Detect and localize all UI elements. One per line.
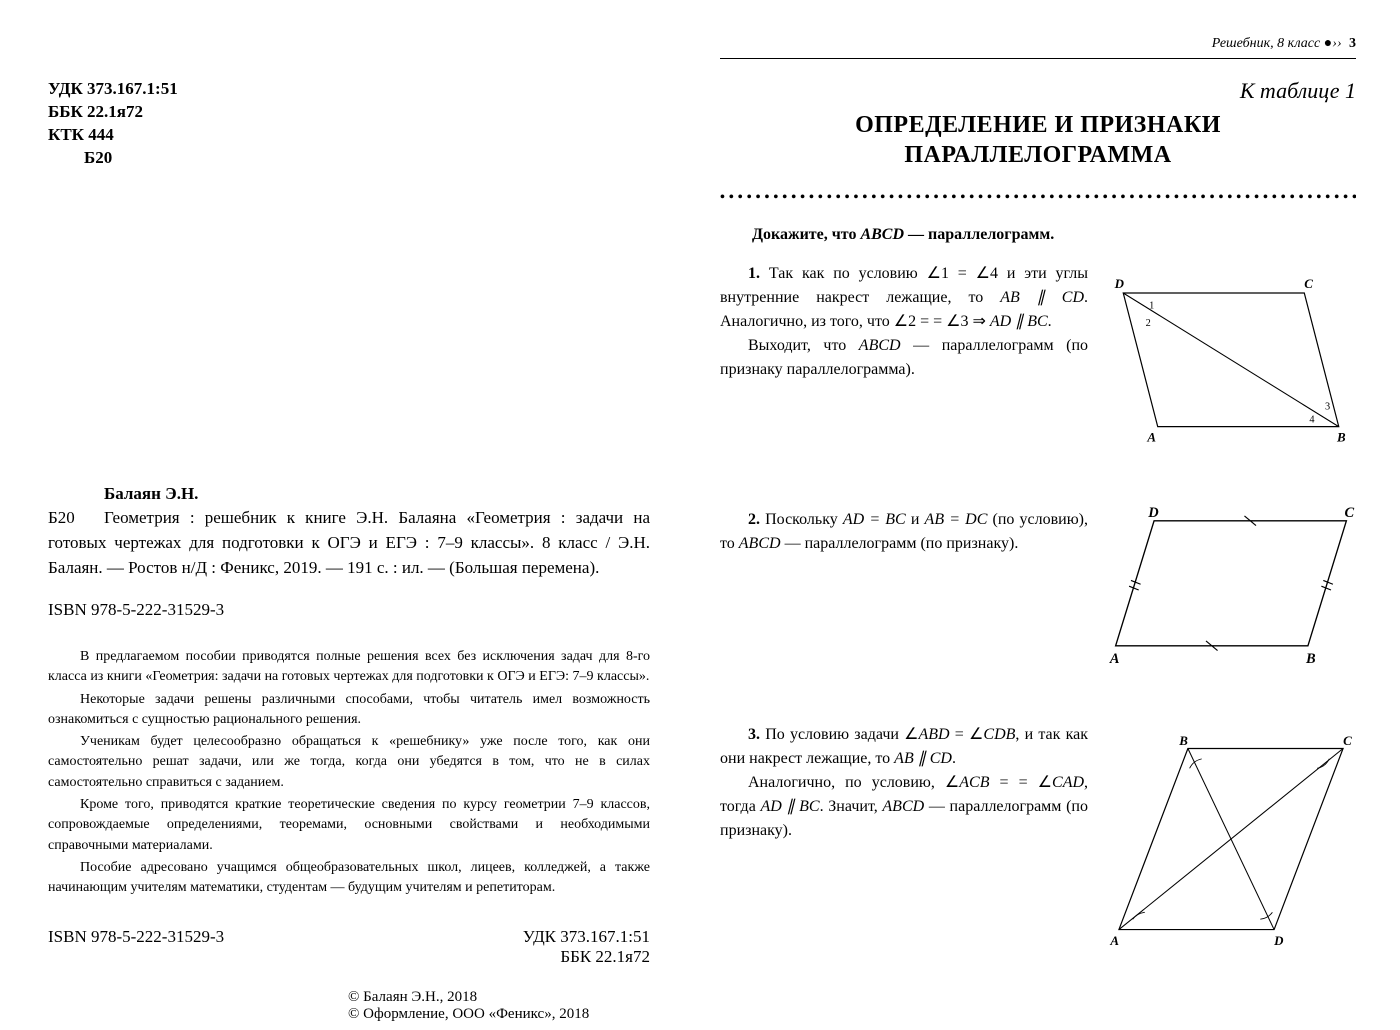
author: Балаян Э.Н. <box>104 482 650 507</box>
annotation-p3: Ученикам будет целесообразно обращаться … <box>48 732 650 793</box>
svg-text:3: 3 <box>1325 401 1330 412</box>
p3-m7: ABCD <box>882 798 924 815</box>
prove-prefix: Докажите, что <box>752 226 860 243</box>
figure-3: A B C D <box>1106 723 1356 968</box>
annotation-p5: Пособие адресовано учащимся общеобразова… <box>48 858 650 899</box>
svg-text:C: C <box>1344 505 1354 521</box>
p3-t8: . Значит, <box>820 798 883 815</box>
copyright: © Балаян Э.Н., 2018 © Оформление, ООО «Ф… <box>348 989 650 1023</box>
annotation: В предлагаемом пособии приводятся полные… <box>48 647 650 899</box>
p2-m2: AB = DC <box>925 511 988 528</box>
p3-t5: Аналогично, по условию, ∠ <box>748 774 959 791</box>
p1-m3: ABCD <box>859 337 901 354</box>
p2-t4: — параллелограмм (по признаку). <box>781 535 1019 552</box>
prove-suffix: — параллелограмм. <box>904 226 1054 243</box>
annotation-p1: В предлагаемом пособии приводятся полные… <box>48 647 650 688</box>
svg-text:D: D <box>1114 276 1125 291</box>
title-line-2: ПАРАЛЛЕЛОГРАММА <box>720 140 1356 170</box>
problem-3-text: 3. По условию задачи ∠ABD = ∠CDB, и так … <box>720 723 1088 843</box>
p3-m5: CAD <box>1052 774 1084 791</box>
prove-abcd: ABCD <box>860 226 904 243</box>
p3-m3: AB ∥ CD <box>894 750 952 767</box>
dotted-separator: ••••••••••••••••••••••••••••••••••••••••… <box>720 190 1356 206</box>
p1-m1: AB ∥ CD <box>1000 289 1084 306</box>
p1-t4: Выходит, что <box>748 337 859 354</box>
figure-2: A B C D <box>1106 508 1356 673</box>
bib-tag: Б20 <box>48 506 104 531</box>
udk-bottom: УДК 373.167.1:51 <box>523 927 650 947</box>
bbk: ББК 22.1я72 <box>48 101 650 124</box>
svg-text:D: D <box>1147 505 1159 521</box>
bib-text: Геометрия : решебник к книге Э.Н. Балаян… <box>48 508 650 576</box>
p2-num: 2. <box>748 511 760 528</box>
p3-m2: CDB <box>983 726 1015 743</box>
svg-text:D: D <box>1273 933 1284 948</box>
copyright-1: © Балаян Э.Н., 2018 <box>348 989 650 1006</box>
bibliographic-block: Балаян Э.Н. Б20Геометрия : решебник к кн… <box>48 482 650 623</box>
title-line-1: ОПРЕДЕЛЕНИЕ И ПРИЗНАКИ <box>720 110 1356 140</box>
p2-t2: и <box>906 511 925 528</box>
prove-statement: Докажите, что ABCD — параллелограмм. <box>752 226 1356 244</box>
page-left: УДК 373.167.1:51 ББК 22.1я72 КТК 444 Б20… <box>0 0 700 1030</box>
svg-text:A: A <box>1146 429 1156 444</box>
svg-text:A: A <box>1109 933 1119 948</box>
bib-entry: Б20Геометрия : решебник к книге Э.Н. Бал… <box>48 506 650 580</box>
p2-t1: Поскольку <box>760 511 843 528</box>
p1-t3: . <box>1048 313 1052 330</box>
p3-t4: . <box>952 750 956 767</box>
svg-text:1: 1 <box>1149 301 1154 312</box>
udk: УДК 373.167.1:51 <box>48 78 650 101</box>
p2-m3: ABCD <box>739 535 781 552</box>
p3-t2: = ∠ <box>950 726 984 743</box>
annotation-p4: Кроме того, приводятся краткие теоретиче… <box>48 795 650 856</box>
problem-1-text: 1. Так как по условию ∠1 = ∠4 и эти углы… <box>720 262 1088 382</box>
isbn-bottom: ISBN 978-5-222-31529-3 <box>48 927 224 967</box>
bottom-codes: ISBN 978-5-222-31529-3 УДК 373.167.1:51 … <box>48 927 650 967</box>
pre-title: К таблице 1 <box>720 78 1356 104</box>
p1-num: 1. <box>748 265 760 282</box>
svg-text:4: 4 <box>1309 414 1314 425</box>
chapter-title: ОПРЕДЕЛЕНИЕ И ПРИЗНАКИ ПАРАЛЛЕЛОГРАММА <box>720 110 1356 170</box>
problem-2-text: 2. Поскольку AD = BC и AB = DC (по услов… <box>720 508 1088 556</box>
problem-3: 3. По условию задачи ∠ABD = ∠CDB, и так … <box>720 723 1356 968</box>
classification-codes: УДК 373.167.1:51 ББК 22.1я72 КТК 444 Б20 <box>48 78 650 170</box>
problem-2: 2. Поскольку AD = BC и AB = DC (по услов… <box>720 508 1356 673</box>
svg-text:2: 2 <box>1146 318 1151 329</box>
svg-text:B: B <box>1178 733 1188 748</box>
svg-text:B: B <box>1336 429 1346 444</box>
p3-t6: = = ∠ <box>989 774 1052 791</box>
p3-t1: По условию задачи ∠ <box>760 726 919 743</box>
p3-m1: ABD <box>919 726 950 743</box>
problem-1: 1. Так как по условию ∠1 = ∠4 и эти углы… <box>720 262 1356 462</box>
top-rule <box>720 58 1356 59</box>
ktk: КТК 444 <box>48 124 650 147</box>
bbk-bottom: ББК 22.1я72 <box>523 947 650 967</box>
p2-m1: AD = BC <box>843 511 906 528</box>
p3-m6: AD ∥ BC <box>760 798 819 815</box>
isbn-top: ISBN 978-5-222-31529-3 <box>48 598 650 623</box>
b20: Б20 <box>84 147 650 170</box>
page-number: 3 <box>1349 36 1356 51</box>
annotation-p2: Некоторые задачи решены различными спосо… <box>48 690 650 731</box>
copyright-2: © Оформление, ООО «Феникс», 2018 <box>348 1006 650 1023</box>
svg-text:C: C <box>1304 276 1313 291</box>
p3-num: 3. <box>748 726 760 743</box>
svg-text:A: A <box>1109 651 1120 667</box>
svg-text:B: B <box>1305 651 1316 667</box>
p1-m2: AD ∥ BC <box>990 313 1048 330</box>
running-head: Решебник, 8 класс ●›› 3 <box>1212 36 1356 52</box>
running-text: Решебник, 8 класс ●›› <box>1212 36 1342 51</box>
svg-text:C: C <box>1343 733 1352 748</box>
figure-1: 1 2 3 4 A B C D <box>1106 262 1356 462</box>
p3-m4: ACB <box>959 774 989 791</box>
page-right: Решебник, 8 класс ●›› 3 К таблице 1 ОПРЕ… <box>700 0 1400 1030</box>
